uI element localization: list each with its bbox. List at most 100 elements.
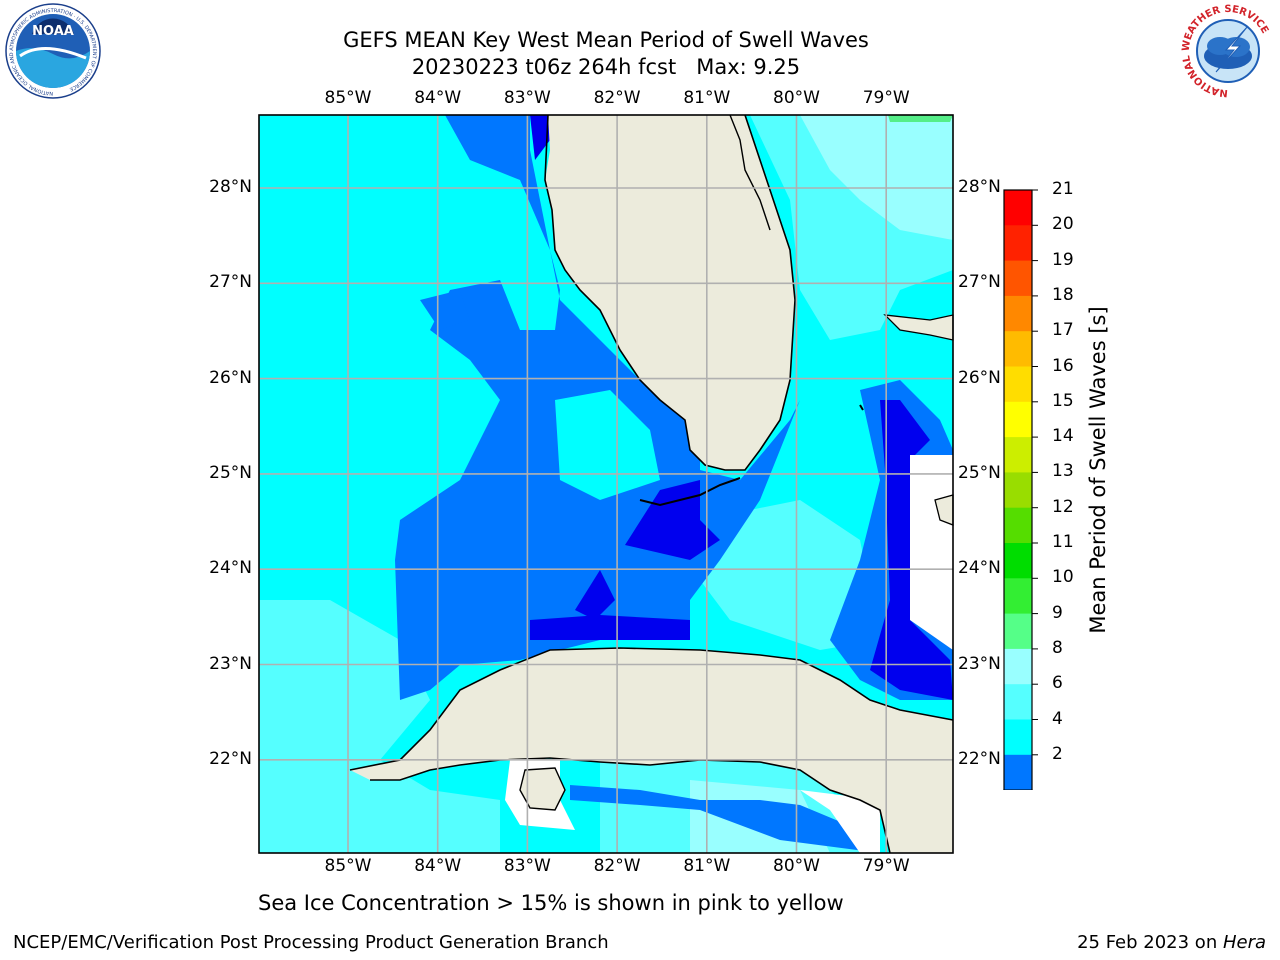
swell-region-dark-patch <box>575 570 615 620</box>
swell-region-mid-s <box>570 785 880 853</box>
lat-tick-right-6: 22°N <box>958 748 1001 769</box>
colorbar-tick-label-9: 12 <box>1052 496 1074 517</box>
colorbar-bin-2 <box>1004 684 1032 720</box>
nws-logo: NATIONAL WEATHER SERVICE <box>1181 4 1275 98</box>
swell-region-dark-strait <box>530 615 690 640</box>
lat-tick-left-3: 25°N <box>209 462 252 483</box>
swell-region-mid-nw <box>420 290 470 330</box>
coastline-cuba-north <box>349 647 954 771</box>
land-isle-of-youth <box>519 767 566 811</box>
lat-tick-right-2: 26°N <box>958 367 1001 388</box>
lat-tick-left-0: 28°N <box>209 177 252 197</box>
nodata-bahamas <box>910 455 953 650</box>
land-cuba <box>350 648 953 853</box>
colorbar-bin-15 <box>1004 225 1032 262</box>
swell-region-dark-keys <box>625 480 720 560</box>
swell-region-green <box>888 115 953 122</box>
lon-tick-bottom-5: 80°W <box>773 856 820 876</box>
colorbar-tick-label-4: 17 <box>1052 320 1074 341</box>
colorbar-tick-label-15: 4 <box>1052 708 1063 729</box>
colorbar-bin-11 <box>1004 366 1032 403</box>
coastline-florida-inlet <box>729 114 771 231</box>
lat-tick-right-4: 24°N <box>958 558 1001 579</box>
lon-tick-top-3: 82°W <box>593 88 641 108</box>
chart-subtitle: 20230223 t06z 264h fcst Max: 9.25 <box>411 55 801 79</box>
nodata-south <box>800 790 880 853</box>
lon-tick-top-0: 85°W <box>324 88 372 108</box>
colorbar-tick-label-0: 21 <box>1052 179 1074 199</box>
colorbar <box>1003 189 1038 790</box>
colorbar-tick-label-16: 2 <box>1052 743 1063 764</box>
colorbar-tick-label-7: 14 <box>1052 426 1074 447</box>
colorbar-label-text: Mean Period of Swell Waves [s] <box>1086 306 1110 634</box>
colorbar-bin-0 <box>1004 754 1032 790</box>
swell-region-pale-sw <box>259 600 500 853</box>
colorbar-tick-label-11: 10 <box>1052 567 1074 588</box>
colorbar-bin-14 <box>1004 260 1032 297</box>
footer-right: 25 Feb 2023 on Hera <box>1077 932 1266 953</box>
colorbar-tick-label-2: 19 <box>1052 249 1074 270</box>
lat-tick-right-3: 25°N <box>958 462 1001 483</box>
swell-region-pale-fs <box>700 500 880 650</box>
colorbar-bin-4 <box>1004 613 1032 650</box>
colorbar-tick-label-10: 11 <box>1052 532 1074 552</box>
lat-tick-left-1: 27°N <box>209 272 252 293</box>
lon-tick-bottom-3: 82°W <box>593 856 641 876</box>
lon-tick-top-2: 83°W <box>503 88 551 108</box>
colorbar-bin-5 <box>1004 578 1032 615</box>
sea-ice-caption: Sea Ice Concentration > 15% is shown in … <box>258 891 844 915</box>
colorbar-frame <box>1003 189 1033 790</box>
land-florida <box>545 115 795 470</box>
lon-tick-bottom-6: 79°W <box>862 856 910 876</box>
swell-region-dark-atlantic <box>870 400 953 700</box>
coastline-cuba-south <box>370 757 891 854</box>
colorbar-tick-label-6: 15 <box>1052 390 1074 411</box>
coastline-florida <box>544 114 796 471</box>
lat-tick-left-4: 24°N <box>209 558 252 579</box>
lon-tick-top-1: 84°W <box>414 88 462 108</box>
noaa-logo: NOAA NATIONAL OCEANIC AND ATMOSPHERIC AD… <box>5 3 101 99</box>
colorbar-tick-label-13: 8 <box>1052 637 1063 658</box>
lat-tick-left-2: 26°N <box>209 367 252 388</box>
lat-tick-left-5: 23°N <box>209 653 252 674</box>
colorbar-bin-13 <box>1004 295 1032 332</box>
swell-region-dark-n <box>530 115 552 160</box>
lat-tick-right-1: 27°N <box>958 272 1001 293</box>
lat-tick-right-0: 28°N <box>958 177 1001 197</box>
lon-tick-top-6: 79°W <box>862 88 910 108</box>
map-content <box>258 114 954 854</box>
noaa-logo-text: NOAA <box>32 24 74 39</box>
colorbar-bin-12 <box>1004 331 1032 367</box>
colorbar-bin-6 <box>1004 543 1032 579</box>
lon-tick-bottom-4: 81°W <box>683 856 731 876</box>
swell-region-paler-ne <box>800 115 953 240</box>
colorbar-tick-label-5: 16 <box>1052 355 1074 376</box>
lat-tick-left-6: 22°N <box>209 748 252 769</box>
colorbar-tick-label-14: 6 <box>1052 673 1063 694</box>
colorbar-tick-label-8: 13 <box>1052 461 1074 482</box>
colorbar-bin-3 <box>1004 648 1032 685</box>
lon-tick-top-4: 81°W <box>683 88 731 108</box>
lon-tick-top-5: 80°W <box>773 88 820 108</box>
coastline-keys <box>639 477 741 507</box>
map-frame <box>258 114 954 854</box>
swell-region-light-gulf <box>555 390 660 500</box>
colorbar-bin-7 <box>1004 507 1032 544</box>
colorbar-bin-8 <box>1004 472 1032 509</box>
lat-tick-right-5: 23°N <box>958 653 1001 674</box>
colorbar-bin-1 <box>1004 719 1032 756</box>
colorbar-tick-label-12: 9 <box>1052 602 1063 623</box>
footer-left: NCEP/EMC/Verification Post Processing Pr… <box>13 932 609 953</box>
lon-tick-bottom-0: 85°W <box>324 856 372 876</box>
colorbar-tick-label-3: 18 <box>1052 284 1074 305</box>
colorbar-bin-9 <box>1004 437 1032 473</box>
footer-host: Hera <box>1222 932 1266 953</box>
colorbar-bin-10 <box>1004 401 1032 438</box>
land-bimini <box>859 404 864 411</box>
colorbar-bin-16 <box>1004 190 1032 226</box>
chart-title: GEFS MEAN Key West Mean Period of Swell … <box>343 28 869 52</box>
footer-date: 25 Feb 2023 on <box>1077 932 1223 953</box>
lon-tick-bottom-1: 84°W <box>414 856 462 876</box>
colorbar-tick-label-1: 20 <box>1052 214 1074 235</box>
